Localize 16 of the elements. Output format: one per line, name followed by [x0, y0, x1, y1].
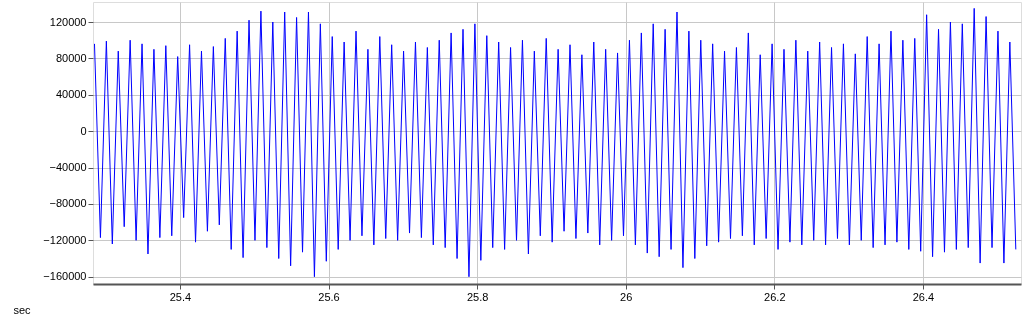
y-tick-label: −160000	[43, 270, 87, 283]
y-tick-label: 80000	[55, 51, 87, 64]
y-tick-label: 120000	[49, 15, 87, 28]
x-tick-label: 25.8	[466, 290, 489, 303]
x-tick-label: 26	[620, 290, 633, 303]
y-tick-label: −40000	[49, 161, 87, 174]
y-tick-label: 40000	[55, 88, 87, 101]
x-axis-title: sec	[13, 303, 32, 316]
y-tick-label: −80000	[49, 197, 87, 210]
x-tick-label: 26.2	[764, 290, 786, 303]
x-tick-label: 25.6	[318, 290, 340, 303]
x-tick-label: 26.4	[912, 290, 935, 303]
y-tick-label: −120000	[43, 233, 87, 246]
y-tick-label: 0	[80, 124, 87, 137]
line-series	[93, 7, 1017, 278]
x-tick-label: 25.4	[169, 290, 192, 303]
